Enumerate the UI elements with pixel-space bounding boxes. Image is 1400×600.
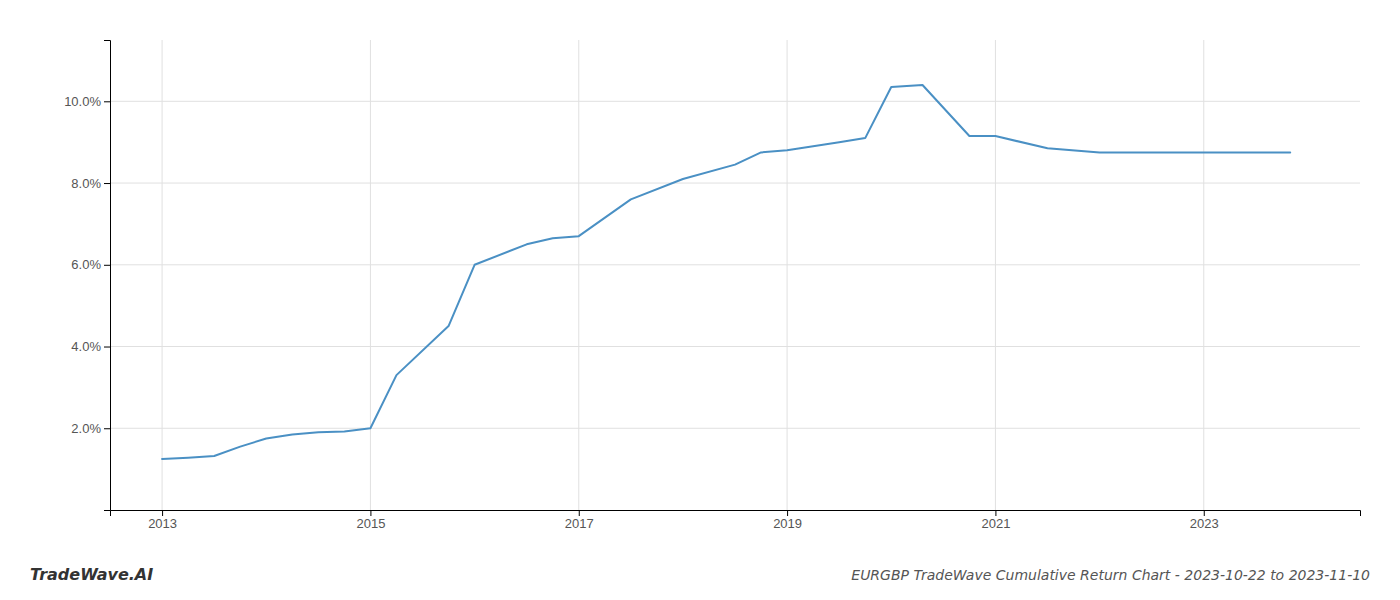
x-tick-mark [1204,510,1205,516]
grid-line-x [787,40,788,510]
y-tick-label: 8.0% [71,176,101,191]
x-tick-label: 2015 [356,516,385,531]
chart: 2013 2015 2017 2019 2021 2023 2.0% 4.0% 6.0% 8.0%… [0,0,1400,600]
x-tick-mark [579,510,580,516]
x-tick: 2017 [565,510,594,531]
y-tick-mark [104,428,110,429]
y-tick-label: 10.0% [64,94,101,109]
x-tick: 2021 [981,510,1010,531]
y-axis: 2.0% 4.0% 6.0% 8.0% 10.0% [64,41,110,511]
axis-line [104,41,111,511]
x-tick-label: 2019 [773,516,802,531]
marks [162,85,1290,459]
x-tick: 2019 [773,510,802,531]
grid-line-y [110,101,1360,102]
grid-line-x [370,40,371,510]
y-tick-label: 2.0% [71,421,101,436]
grid-line-y [110,346,1360,347]
x-tick-mark [162,510,163,516]
grid [110,40,1360,510]
grid-line-x [162,40,163,510]
grid-line-x [578,40,579,510]
x-tick-label: 2023 [1190,516,1219,531]
x-tick-label: 2013 [148,516,177,531]
x-tick-label: 2017 [565,516,594,531]
x-tick-label: 2021 [981,516,1010,531]
y-tick-mark [104,265,110,266]
x-axis: 2013 2015 2017 2019 2021 2023 [111,510,1361,531]
x-tick: 2013 [148,510,177,531]
plot-area: 2013 2015 2017 2019 2021 2023 2.0% 4.0% 6.0% 8.0%… [64,40,1360,531]
grid-line-x [1203,40,1204,510]
grid-line-x [995,40,996,510]
title: EURGBP TradeWave Cumulative Return Chart… [851,567,1370,583]
y-tick-mark [104,183,110,184]
y-tick-label: 4.0% [71,339,101,354]
y-tick: 6.0% [71,257,110,272]
x-tick-mark [995,510,996,516]
x-tick: 2015 [356,510,385,531]
x-tick: 2023 [1190,510,1219,531]
y-tick: 4.0% [71,339,110,354]
y-tick-mark [104,101,110,102]
y-tick-mark [104,347,110,348]
grid-line-y [110,428,1360,429]
y-tick: 2.0% [71,421,110,436]
x-tick-mark [370,510,371,516]
watermark: TradeWave.AI [30,565,153,584]
y-tick-label: 6.0% [71,257,101,272]
x-tick-mark [787,510,788,516]
line [162,85,1290,459]
grid-line-y [110,264,1360,265]
y-tick: 8.0% [71,176,110,191]
grid-line-y [110,183,1360,184]
y-tick: 10.0% [64,94,110,109]
axis-line [111,511,1361,517]
